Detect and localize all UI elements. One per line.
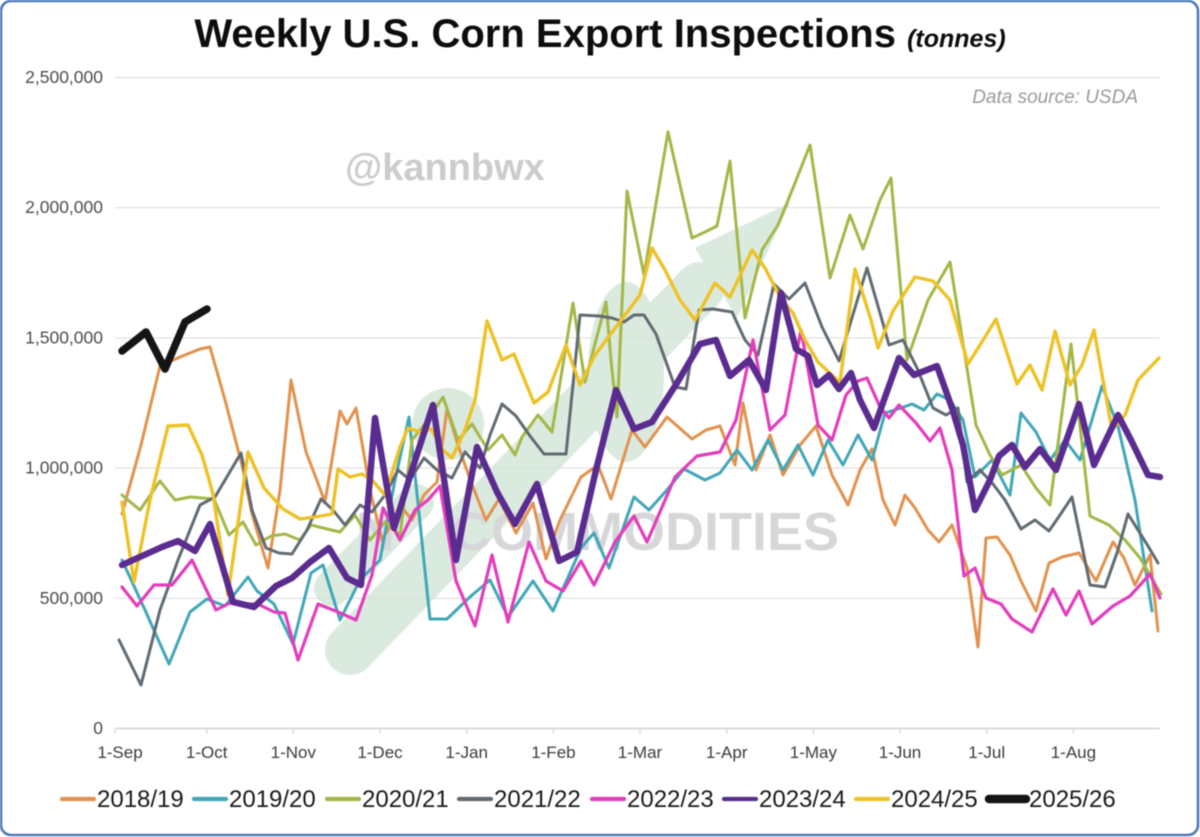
- svg-text:2020/21: 2020/21: [362, 786, 449, 813]
- svg-text:2022/23: 2022/23: [627, 786, 714, 813]
- svg-text:Weekly U.S. Corn Export Inspec: Weekly U.S. Corn Export Inspections (ton…: [194, 12, 1005, 56]
- svg-text:2021/22: 2021/22: [494, 786, 581, 813]
- svg-text:@kannbwx: @kannbwx: [345, 147, 545, 189]
- svg-text:2,000,000: 2,000,000: [25, 197, 103, 217]
- svg-text:1,500,000: 1,500,000: [25, 327, 103, 347]
- svg-text:Data source: USDA: Data source: USDA: [972, 87, 1138, 108]
- svg-text:1-Jul: 1-Jul: [968, 743, 1005, 762]
- svg-text:1-Mar: 1-Mar: [618, 743, 663, 762]
- svg-text:1-Nov: 1-Nov: [271, 743, 317, 762]
- svg-text:1-Dec: 1-Dec: [357, 743, 403, 762]
- svg-text:0: 0: [93, 718, 103, 738]
- svg-text:2023/24: 2023/24: [759, 786, 846, 813]
- svg-text:2025/26: 2025/26: [1029, 786, 1116, 813]
- svg-text:2024/25: 2024/25: [891, 786, 978, 813]
- svg-text:1-Oct: 1-Oct: [186, 743, 228, 762]
- svg-text:500,000: 500,000: [40, 588, 104, 608]
- svg-text:1-Jun: 1-Jun: [879, 743, 922, 762]
- svg-text:1-Sep: 1-Sep: [97, 743, 142, 762]
- svg-text:2,500,000: 2,500,000: [25, 67, 103, 87]
- svg-text:2019/20: 2019/20: [229, 786, 316, 813]
- svg-text:2018/19: 2018/19: [97, 786, 184, 813]
- svg-text:1-Apr: 1-Apr: [706, 743, 748, 762]
- svg-text:1-Jan: 1-Jan: [445, 743, 488, 762]
- svg-text:1-Aug: 1-Aug: [1051, 743, 1096, 762]
- svg-text:1-May: 1-May: [790, 743, 838, 762]
- svg-text:1-Feb: 1-Feb: [531, 743, 575, 762]
- svg-text:1,000,000: 1,000,000: [25, 458, 103, 478]
